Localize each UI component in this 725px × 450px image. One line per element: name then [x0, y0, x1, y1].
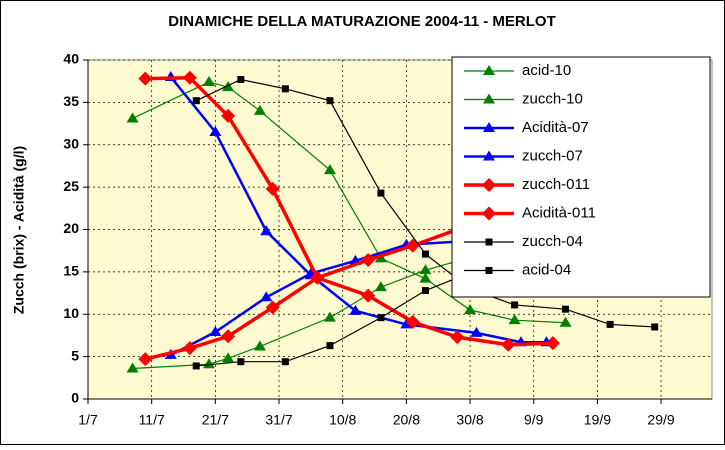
x-tick-label: 30/8: [456, 412, 483, 428]
marker: [421, 250, 429, 258]
marker: [361, 288, 376, 303]
x-tick-label: 29/9: [647, 412, 674, 428]
x-tick-label: 20/8: [393, 412, 420, 428]
marker: [482, 178, 496, 192]
x-tick-label: 11/7: [139, 412, 165, 428]
marker: [483, 150, 495, 161]
marker: [202, 76, 215, 87]
legend-label: zucch-07: [522, 147, 583, 164]
marker: [265, 181, 280, 196]
marker: [138, 352, 153, 367]
marker: [511, 301, 519, 309]
marker: [138, 71, 153, 86]
marker: [221, 329, 236, 344]
marker: [323, 164, 336, 175]
legend-label: Acidità-011: [522, 204, 596, 221]
marker: [237, 358, 245, 366]
marker: [485, 238, 493, 246]
legend-label: Acidità-07: [522, 119, 589, 136]
marker: [545, 336, 560, 351]
marker: [281, 358, 289, 366]
marker: [281, 85, 289, 93]
marker: [221, 108, 236, 123]
marker: [559, 316, 572, 327]
marker: [450, 330, 465, 345]
marker: [323, 311, 336, 322]
legend-label: acid-10: [522, 62, 571, 79]
legend-label: zucch-10: [522, 90, 583, 107]
marker: [209, 326, 222, 337]
marker: [326, 97, 334, 105]
y-axis-label: Zucch (brix) - Acidità (g/l): [11, 146, 27, 314]
legend-label: zucch-04: [522, 233, 583, 250]
marker: [126, 362, 139, 373]
marker: [326, 342, 334, 350]
marker: [265, 300, 280, 315]
marker: [253, 340, 266, 351]
marker: [377, 314, 385, 322]
marker: [508, 314, 521, 325]
marker: [501, 337, 516, 352]
marker: [470, 326, 483, 337]
marker: [464, 304, 477, 315]
series-line: [132, 81, 566, 324]
x-tick-label: 10/8: [329, 412, 356, 428]
marker: [182, 341, 197, 356]
marker: [222, 352, 235, 363]
x-tick-label: 31/7: [265, 412, 292, 428]
y-tick-label: 20: [63, 220, 79, 236]
marker: [182, 70, 197, 85]
y-tick-label: 40: [63, 51, 79, 67]
marker: [310, 270, 325, 285]
marker: [192, 97, 200, 105]
marker: [209, 126, 222, 137]
marker: [374, 281, 387, 292]
y-tick-label: 30: [63, 135, 79, 151]
marker: [606, 320, 614, 328]
y-tick-label: 25: [63, 178, 79, 194]
marker: [260, 225, 273, 236]
marker: [483, 93, 495, 104]
marker: [562, 305, 570, 313]
marker: [260, 291, 273, 302]
marker: [126, 112, 139, 123]
marker: [237, 75, 245, 83]
marker: [651, 323, 659, 331]
marker: [483, 122, 495, 132]
marker: [482, 206, 496, 221]
y-tick-label: 5: [71, 347, 79, 363]
marker: [202, 358, 215, 369]
legend-label: zucch-011: [522, 176, 590, 193]
x-tick-label: 1/7: [78, 412, 98, 428]
marker: [253, 104, 266, 115]
marker: [421, 287, 429, 295]
marker: [405, 314, 420, 329]
legend-box: [451, 56, 711, 298]
marker: [419, 264, 432, 275]
marker: [400, 318, 413, 329]
marker: [361, 253, 376, 268]
y-tick-label: 35: [63, 93, 79, 109]
marker: [485, 267, 493, 274]
marker: [349, 304, 362, 315]
legend-label: acid-04: [522, 261, 571, 278]
marker: [419, 272, 432, 283]
y-tick-label: 15: [63, 263, 79, 279]
x-tick-label: 21/7: [202, 412, 229, 428]
x-tick-label: 9/9: [524, 412, 544, 428]
series-line: [145, 76, 553, 347]
marker: [377, 189, 385, 197]
marker: [483, 65, 495, 75]
marker: [192, 362, 200, 370]
y-tick-label: 0: [71, 390, 79, 406]
x-tick-label: 19/9: [584, 412, 611, 428]
chart-title: DINAMICHE DELLA MATURAZIONE 2004-11 - ME…: [168, 13, 556, 30]
y-tick-label: 10: [63, 305, 79, 321]
